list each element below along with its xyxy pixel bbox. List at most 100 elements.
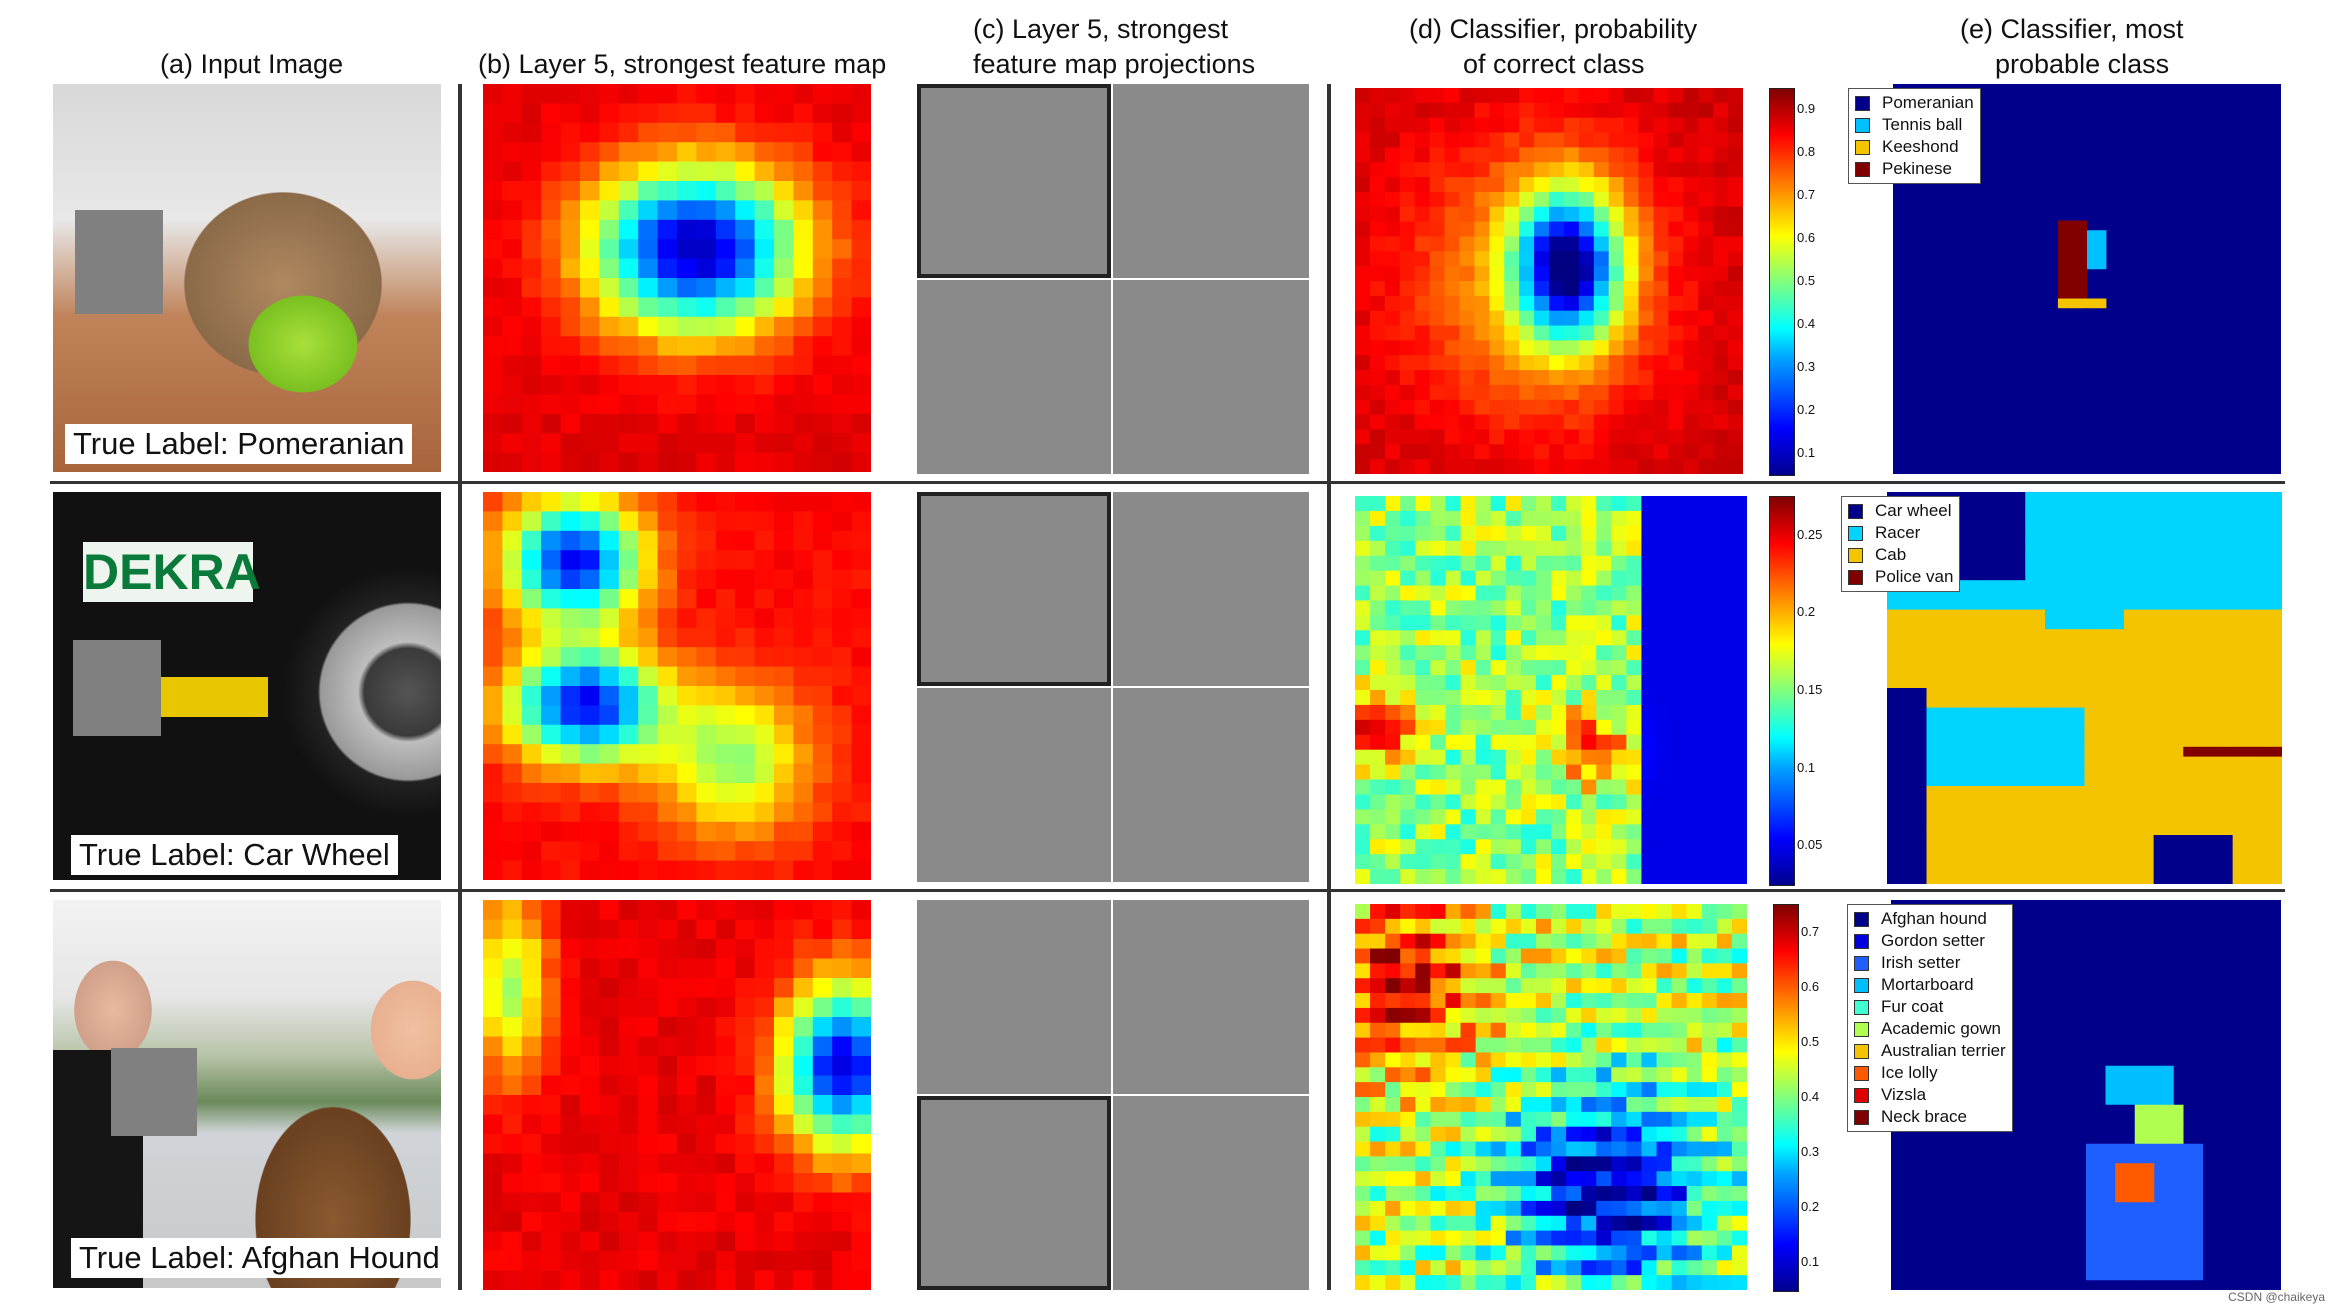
class-cell	[2067, 435, 2078, 446]
class-cell	[2077, 308, 2088, 319]
heatmap-cell	[1475, 510, 1492, 527]
class-cell	[1999, 376, 2010, 387]
class-cell	[1936, 697, 1947, 709]
class-cell	[2261, 279, 2272, 290]
class-cell	[2145, 84, 2156, 95]
heatmap-cell	[1355, 704, 1371, 721]
class-cell	[2164, 249, 2175, 261]
heatmap-cell	[1535, 660, 1552, 676]
class-cell	[2154, 386, 2166, 397]
class-cell	[2143, 639, 2155, 650]
heatmap-cell	[1578, 340, 1595, 356]
class-cell	[2203, 550, 2214, 562]
heatmap-cell	[580, 666, 600, 687]
class-cell	[2135, 308, 2146, 319]
class-cell	[2038, 152, 2049, 163]
heatmap-cell	[521, 219, 542, 240]
heatmap-cell	[1504, 236, 1520, 252]
heatmap-cell	[1686, 719, 1703, 736]
class-cell	[1902, 454, 1913, 465]
class-cell	[2251, 327, 2263, 339]
heatmap-cell	[1653, 444, 1669, 460]
class-cell	[1922, 259, 1933, 270]
class-cell	[1893, 376, 1904, 387]
class-cell	[1960, 220, 1972, 231]
heatmap-cell	[832, 433, 853, 454]
class-cell	[1980, 327, 1991, 339]
class-cell	[2252, 658, 2263, 669]
heatmap-cell	[1626, 839, 1643, 855]
class-cell	[2084, 746, 2095, 758]
class-cell	[2096, 308, 2107, 319]
class-cell	[2104, 541, 2115, 552]
class-cell	[2213, 308, 2224, 319]
class-cell	[1896, 737, 1908, 748]
heatmap-cell	[1596, 675, 1612, 691]
class-cell	[2232, 308, 2243, 319]
heatmap-cell	[1535, 839, 1552, 855]
class-cell	[2174, 357, 2185, 368]
class-cell	[2183, 501, 2194, 513]
class-cell	[1896, 717, 1908, 728]
heatmap-cell	[541, 413, 562, 434]
heatmap-cell	[1626, 764, 1643, 781]
class-cell	[2213, 269, 2224, 280]
heatmap-cell	[599, 258, 620, 279]
heatmap-cell	[754, 219, 775, 240]
heatmap-cell	[1520, 824, 1537, 840]
heatmap-cell	[502, 511, 523, 532]
class-cell	[2104, 609, 2115, 620]
heatmap-cell	[1581, 690, 1597, 706]
class-cell	[2028, 142, 2040, 153]
heatmap-cell	[1653, 429, 1669, 445]
heatmap-cell	[541, 297, 562, 318]
heatmap-cell	[1399, 117, 1416, 134]
class-cell	[2025, 570, 2036, 581]
class-cell	[2251, 288, 2263, 300]
heatmap-cell	[1596, 660, 1612, 676]
heatmap-cell	[1369, 132, 1386, 148]
class-cell	[2087, 405, 2098, 417]
class-cell	[2087, 327, 2098, 339]
heatmap-cell	[851, 608, 871, 629]
class-cell	[2135, 337, 2146, 348]
heatmap-cell	[1399, 221, 1416, 238]
colorbar-tick: 0.05	[1797, 837, 1823, 853]
heatmap-cell	[1385, 869, 1401, 884]
class-cell	[1999, 142, 2010, 153]
class-cell	[2173, 580, 2184, 591]
class-cell	[2067, 386, 2078, 397]
class-cell	[2077, 103, 2088, 114]
class-cell	[2106, 191, 2117, 202]
class-cell	[1887, 658, 1898, 669]
heatmap-cell	[541, 589, 562, 609]
class-cell	[2035, 737, 2046, 748]
class-cell	[1980, 84, 1991, 95]
heatmap-cell	[1415, 734, 1431, 751]
class-cell	[1975, 550, 1987, 562]
heatmap-cell	[851, 860, 871, 880]
heatmap-cell	[832, 122, 853, 143]
class-cell	[2057, 113, 2069, 124]
class-cell	[2064, 756, 2076, 767]
class-cell	[2028, 376, 2040, 387]
heatmap-cell	[793, 608, 814, 629]
class-cell	[2222, 210, 2234, 222]
class-cell	[2164, 220, 2175, 231]
heatmap-cell	[1459, 340, 1475, 356]
class-cell	[2019, 366, 2030, 378]
class-cell	[2163, 570, 2174, 581]
class-cell	[2232, 259, 2243, 270]
heatmap-cell	[1716, 734, 1733, 751]
heatmap-cell	[541, 278, 562, 298]
heatmap-cell	[1656, 570, 1673, 587]
heatmap-cell	[774, 608, 794, 629]
class-cell	[1946, 668, 1957, 679]
heatmap-cell	[1641, 555, 1658, 572]
heatmap-cell	[541, 841, 562, 862]
heatmap-cell	[715, 452, 736, 472]
class-cell	[2019, 308, 2030, 319]
heatmap-cell	[1520, 719, 1537, 736]
heatmap-cell	[541, 511, 562, 532]
class-cell	[2154, 162, 2166, 173]
